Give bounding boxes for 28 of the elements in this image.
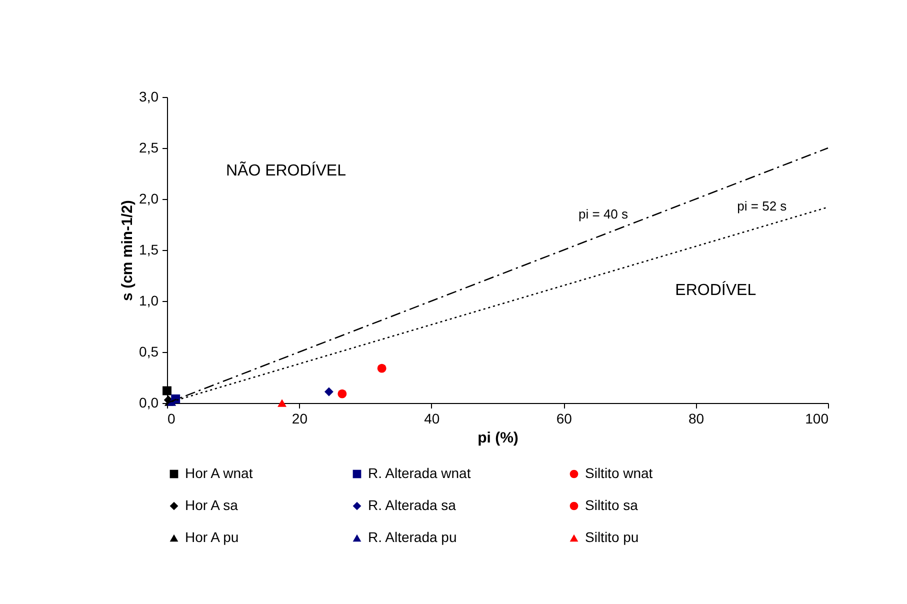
x-tick-label: 40 (424, 410, 440, 426)
y-tick-label: 1,0 (139, 292, 159, 308)
legend-label: Hor A wnat (185, 465, 253, 481)
series-label: pi = 40 s (578, 206, 629, 222)
x-tick-label: 80 (688, 410, 704, 426)
y-axis-title: s (cm min-1/2) (119, 200, 136, 301)
series-label: pi = 52 s (737, 198, 788, 214)
x-tick-label: 20 (292, 410, 308, 426)
y-tick-label: 2,0 (139, 190, 159, 206)
x-axis-title: pi (%) (478, 430, 518, 446)
legend-label: Hor A sa (185, 497, 238, 513)
y-tick-label: 3,0 (139, 88, 159, 104)
y-tick-label: 1,5 (139, 242, 159, 258)
legend-label: R. Alterada wnat (368, 465, 471, 481)
annotation: NÃO ERODÍVEL (226, 160, 346, 180)
legend-label: R. Alterada pu (368, 529, 457, 545)
legend-label: Siltito sa (585, 497, 638, 513)
legend-label: Hor A pu (185, 529, 239, 545)
legend-label: R. Alterada sa (368, 497, 456, 513)
x-tick-label: 0 (168, 410, 176, 426)
legend-label: Siltito pu (585, 529, 639, 545)
y-tick-label: 0,0 (139, 394, 159, 410)
x-tick-label: 60 (556, 410, 572, 426)
y-tick-label: 0,5 (139, 344, 159, 360)
legend-label: Siltito wnat (585, 465, 653, 481)
x-tick-label: 100 (805, 410, 829, 426)
y-tick-label: 2,5 (139, 140, 159, 156)
annotation: ERODÍVEL (675, 280, 756, 299)
